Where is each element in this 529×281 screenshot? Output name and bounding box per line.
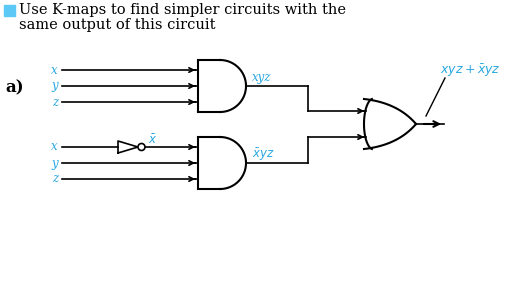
Text: $\bar{x}yz$: $\bar{x}yz$ <box>252 147 275 163</box>
Circle shape <box>138 144 145 151</box>
Text: a): a) <box>5 80 24 96</box>
Text: z: z <box>52 96 58 108</box>
Text: Use K-maps to find simpler circuits with the: Use K-maps to find simpler circuits with… <box>19 3 346 17</box>
Bar <box>4 5 15 16</box>
Text: $xyz + \bar{x}yz$: $xyz + \bar{x}yz$ <box>440 63 500 79</box>
Text: x: x <box>51 64 58 76</box>
Text: y: y <box>51 157 58 169</box>
Text: z: z <box>52 173 58 185</box>
Text: xyz: xyz <box>252 71 271 85</box>
Text: x: x <box>51 140 58 153</box>
Text: y: y <box>51 80 58 92</box>
Text: same output of this circuit: same output of this circuit <box>19 18 215 32</box>
Text: $\bar{x}$: $\bar{x}$ <box>148 133 157 147</box>
